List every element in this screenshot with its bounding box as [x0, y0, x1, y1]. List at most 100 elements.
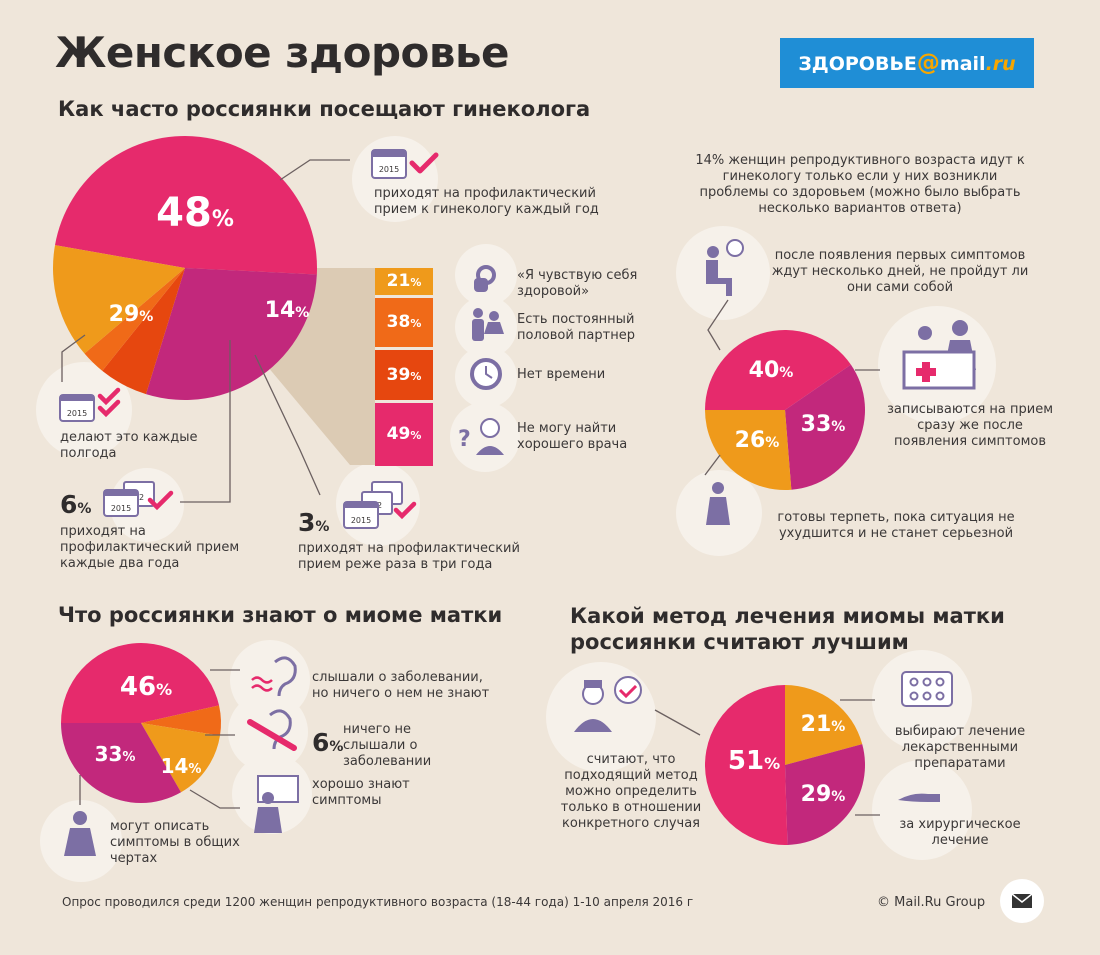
slice-never — [141, 705, 222, 736]
describe-text: могут описать симптомы в общих чертах — [110, 819, 240, 866]
never-text: ничего не слышали о заболевании — [343, 722, 432, 769]
symptoms-note: 14% женщин репродуктивного возраста идут… — [695, 153, 1025, 216]
reason-bar-2: 38% — [375, 298, 433, 347]
leader-annual — [279, 159, 350, 181]
threeyears-pct: 3% — [298, 508, 330, 537]
reason-bar-4: 49% — [375, 403, 433, 466]
treatment-label-surgery: 29% — [800, 782, 846, 807]
calendar-halfyear-icon: 2015 — [59, 394, 95, 422]
reason-bar-value: 38 — [386, 312, 411, 332]
alarm-clock-icon — [470, 358, 502, 390]
slice-describe — [61, 723, 181, 803]
reason-bar-value: 49 — [386, 424, 411, 444]
slice-individual — [705, 684, 788, 845]
copyright: © Mail.Ru Group — [877, 895, 986, 910]
surgery-text: за хирургическое лечение — [899, 817, 1021, 848]
doctor-check-icon — [574, 676, 642, 732]
sitting-woman-clock-icon — [706, 239, 744, 296]
symptoms-label-signup: 33% — [800, 412, 846, 437]
visits-label-need: 14% — [264, 298, 310, 323]
signup-text: записываются на прием сразу же после поя… — [886, 402, 1054, 449]
leader-endure — [704, 454, 721, 476]
myoma-label-describe: 33% — [94, 742, 136, 766]
envelope-icon — [1011, 893, 1033, 908]
reason-bar-1: 21% — [375, 268, 433, 295]
leader-wait — [707, 299, 729, 351]
svg-text:2015: 2015 — [351, 516, 371, 525]
double-check-icon — [97, 387, 121, 418]
pie-myoma — [61, 643, 222, 803]
leader-individual — [654, 709, 701, 736]
svg-text:?: ? — [458, 427, 471, 452]
standing-woman-icon — [706, 482, 730, 525]
check-threeyears-icon — [393, 501, 417, 520]
reason2-text: Есть постоянный половой партнер — [517, 312, 635, 343]
section1-title: Как часто россиянки посещают гинеколога — [58, 97, 591, 121]
myoma-label-heard: 46% — [119, 672, 173, 702]
slice-threeyears — [84, 268, 185, 371]
bubble-wait — [676, 226, 770, 320]
wait-text: после появления первых симптомов ждут не… — [771, 248, 1029, 295]
twoyears-text: приходят на профилактический прием кажды… — [60, 524, 240, 571]
symptoms-label-endure: 26% — [734, 428, 780, 453]
reason-bar-value: 39 — [386, 365, 411, 385]
svg-text:2015: 2015 — [379, 165, 399, 174]
slice-heard — [61, 643, 220, 723]
scalpel-icon — [898, 793, 940, 802]
endure-text: готовы терпеть, пока ситуация не ухудшит… — [777, 510, 1015, 541]
reason4-text: Не могу найти хорошего врача — [517, 421, 628, 452]
myoma-label-know: 14% — [160, 754, 202, 778]
individual-text: считают, что подходящий метод можно опре… — [560, 752, 702, 831]
pie-symptoms — [705, 330, 865, 490]
leader-lines — [61, 159, 880, 816]
heard-text: слышали о заболевании, но ничего о нем н… — [312, 670, 490, 701]
treatment-label-individual: 51% — [727, 746, 781, 776]
girl-icon — [64, 811, 96, 856]
slice-halfyear — [145, 268, 317, 400]
leader-twoyears — [180, 340, 231, 503]
slice-drugs — [785, 685, 863, 765]
pills-icon — [901, 671, 953, 707]
visits-label-annual: 48% — [156, 190, 234, 236]
calendar-twoyears-icon: 12 2015 — [103, 481, 155, 517]
reason1-text: «Я чувствую себя здоровой» — [517, 268, 638, 299]
calendar-threeyears-icon: 09 12 2015 — [343, 481, 403, 529]
halfyear-text: делают это каждые полгода — [60, 430, 198, 461]
slice-surgery — [785, 744, 865, 845]
leader-know — [189, 789, 240, 809]
bubble-reason4 — [450, 402, 520, 472]
pie-visits — [53, 135, 318, 400]
slice-twoyears — [102, 268, 185, 395]
pie-treatment — [705, 684, 865, 845]
mail-button[interactable] — [1000, 879, 1044, 923]
reason3-text: Нет времени — [517, 367, 606, 382]
know-text: хорошо знают симптомы — [312, 777, 410, 808]
ok-hand-icon — [474, 265, 496, 292]
never-pct: 6% — [312, 728, 344, 757]
threeyears-text: приходят на профилактический прием реже … — [298, 541, 520, 572]
ear-crossed-icon — [247, 709, 297, 751]
reason-bar-3: 39% — [375, 350, 433, 400]
section4-title-line1: Какой метод лечения миомы матки — [570, 604, 1005, 628]
slice-know — [141, 723, 220, 793]
drugs-text: выбирают лечение лекарственными препарат… — [894, 724, 1026, 771]
doctor-question-icon: ? — [458, 418, 504, 455]
section4-title-line2: россиянки считают лучшим — [570, 630, 909, 654]
couple-icon — [472, 308, 504, 341]
slice-need — [53, 245, 186, 354]
visits-label-halfyear: 29% — [108, 302, 154, 327]
slice-wait — [705, 330, 851, 410]
teacher-icon — [254, 775, 299, 833]
symptoms-label-wait: 40% — [748, 358, 794, 383]
reception-desk-icon — [902, 320, 976, 390]
svg-text:2015: 2015 — [67, 409, 87, 418]
leader-threeyears — [254, 354, 321, 496]
svg-text:2015: 2015 — [111, 504, 131, 513]
check-twoyears-icon — [147, 490, 174, 511]
slice-signup — [785, 364, 865, 490]
slice-annual — [55, 135, 318, 275]
bubble-surgery — [872, 760, 972, 860]
brand-logo[interactable]: ЗДОРОВЬЕ@mail.ru — [780, 38, 1034, 88]
slice-endure — [705, 410, 792, 490]
